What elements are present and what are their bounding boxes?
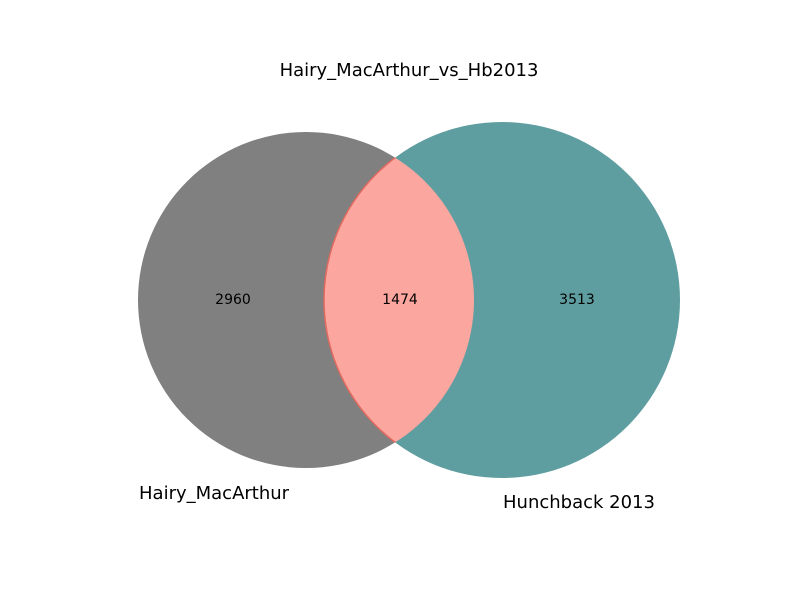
right-only-count: 3513 [559, 292, 595, 308]
chart-title: Hairy_MacArthur_vs_Hb2013 [280, 60, 539, 81]
intersection-count: 1474 [382, 292, 418, 308]
right-set-label: Hunchback 2013 [503, 492, 655, 513]
left-set-label: Hairy_MacArthur [139, 483, 290, 504]
intersection-region [323, 132, 474, 468]
left-only-count: 2960 [215, 292, 251, 308]
